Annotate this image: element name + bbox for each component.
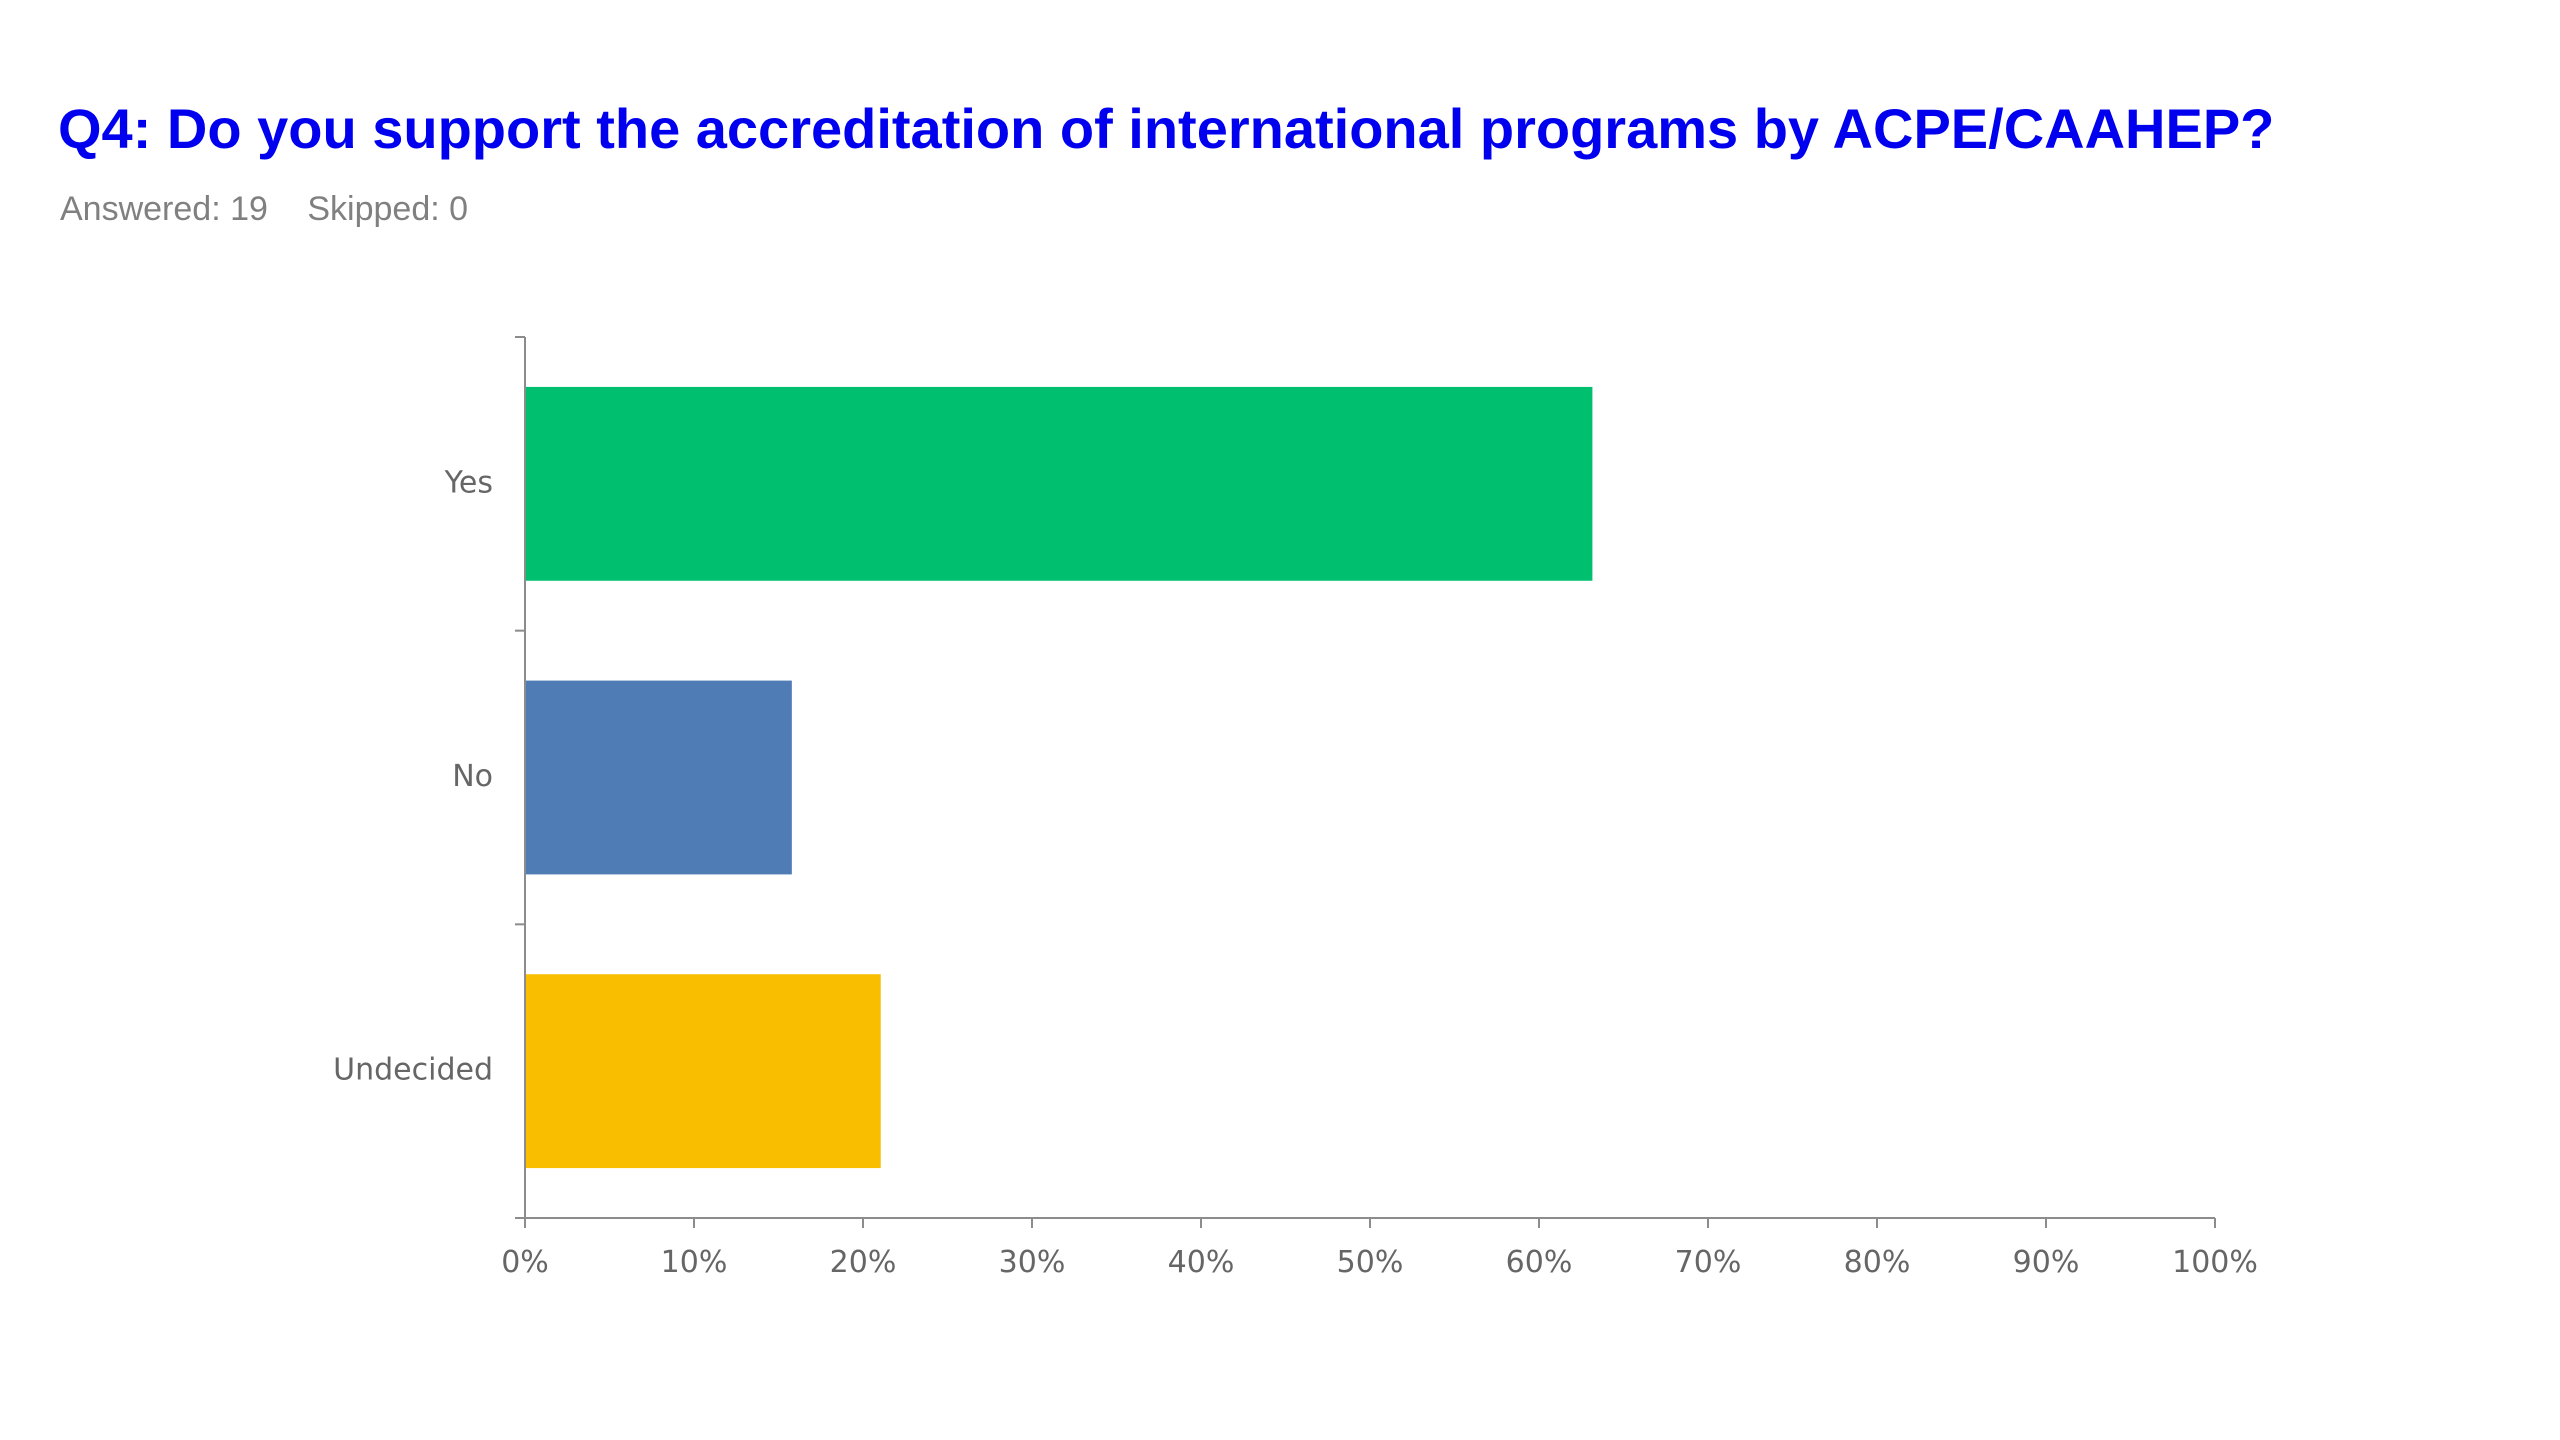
x-tick-label: 80% bbox=[1844, 1245, 1911, 1280]
x-tick-label: 0% bbox=[501, 1245, 549, 1280]
bar-undecided bbox=[526, 974, 881, 1169]
x-tick-label: 90% bbox=[2013, 1245, 2080, 1280]
labels-layer: Yes No Undecided 0% 10% 20% 30% 40% 50% 60% 70% 80%… bbox=[333, 465, 2258, 1280]
x-tick-label: 30% bbox=[999, 1245, 1066, 1280]
axes-layer bbox=[515, 336, 2216, 1228]
response-stats: Answered: 19 Skipped: 0 bbox=[60, 190, 468, 229]
x-tick-label: 70% bbox=[1675, 1245, 1742, 1280]
skipped-count: Skipped: 0 bbox=[307, 190, 469, 228]
x-tick-label: 10% bbox=[661, 1245, 728, 1280]
x-tick-label: 40% bbox=[1168, 1245, 1235, 1280]
x-tick-label: 60% bbox=[1506, 1245, 1573, 1280]
bar-no bbox=[526, 680, 792, 875]
category-label-no: No bbox=[452, 759, 493, 794]
category-label-yes: Yes bbox=[444, 465, 493, 500]
question-title: Q4: Do you support the accreditation of … bbox=[58, 97, 2275, 160]
category-label-undecided: Undecided bbox=[333, 1053, 493, 1088]
bar-yes bbox=[526, 386, 1593, 581]
bars-layer bbox=[526, 386, 1593, 1169]
x-tick-label: 20% bbox=[830, 1245, 897, 1280]
x-tick-label: 100% bbox=[2172, 1245, 2258, 1280]
x-tick-label: 50% bbox=[1337, 1245, 1404, 1280]
answered-count: Answered: 19 bbox=[60, 190, 268, 228]
